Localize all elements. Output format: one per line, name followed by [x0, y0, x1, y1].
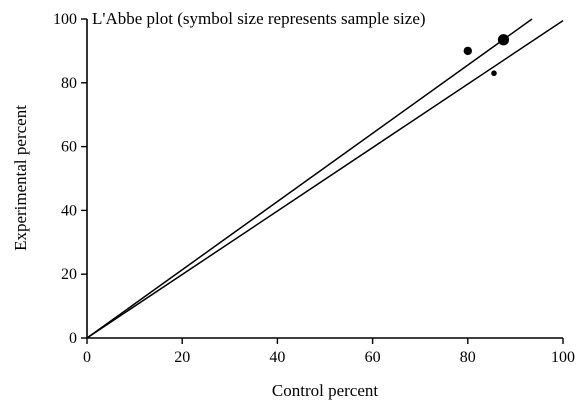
- data-point-3: [491, 70, 497, 77]
- y-tick-label: 40: [61, 202, 77, 219]
- x-tick-label: 40: [269, 349, 285, 366]
- y-tick-label: 0: [69, 330, 77, 347]
- data-points: [463, 34, 510, 77]
- reference-line-1: [86, 18, 533, 339]
- y-tick-label: 80: [61, 75, 77, 92]
- y-tick-label: 60: [61, 139, 77, 156]
- x-tick-label: 100: [551, 349, 575, 366]
- y-axis-title: Experimental percent: [11, 105, 30, 251]
- x-axis-ticks: 0 20 40 60 80 100: [83, 338, 575, 366]
- x-tick-label: 80: [460, 349, 476, 366]
- data-point-2: [497, 34, 510, 46]
- x-tick-label: 60: [365, 349, 381, 366]
- reference-line-2: [86, 19, 564, 339]
- x-tick-label: 0: [83, 349, 91, 366]
- x-tick-label: 20: [174, 349, 190, 366]
- y-axis-ticks: 0 20 40 60 80 100: [53, 11, 87, 347]
- y-tick-label: 20: [61, 266, 77, 283]
- chart-title: L'Abbe plot (symbol size represents samp…: [92, 9, 426, 28]
- data-point-1: [463, 46, 472, 56]
- y-tick-label: 100: [53, 11, 77, 28]
- reference-lines: [86, 18, 564, 339]
- x-axis-title: Control percent: [272, 381, 378, 400]
